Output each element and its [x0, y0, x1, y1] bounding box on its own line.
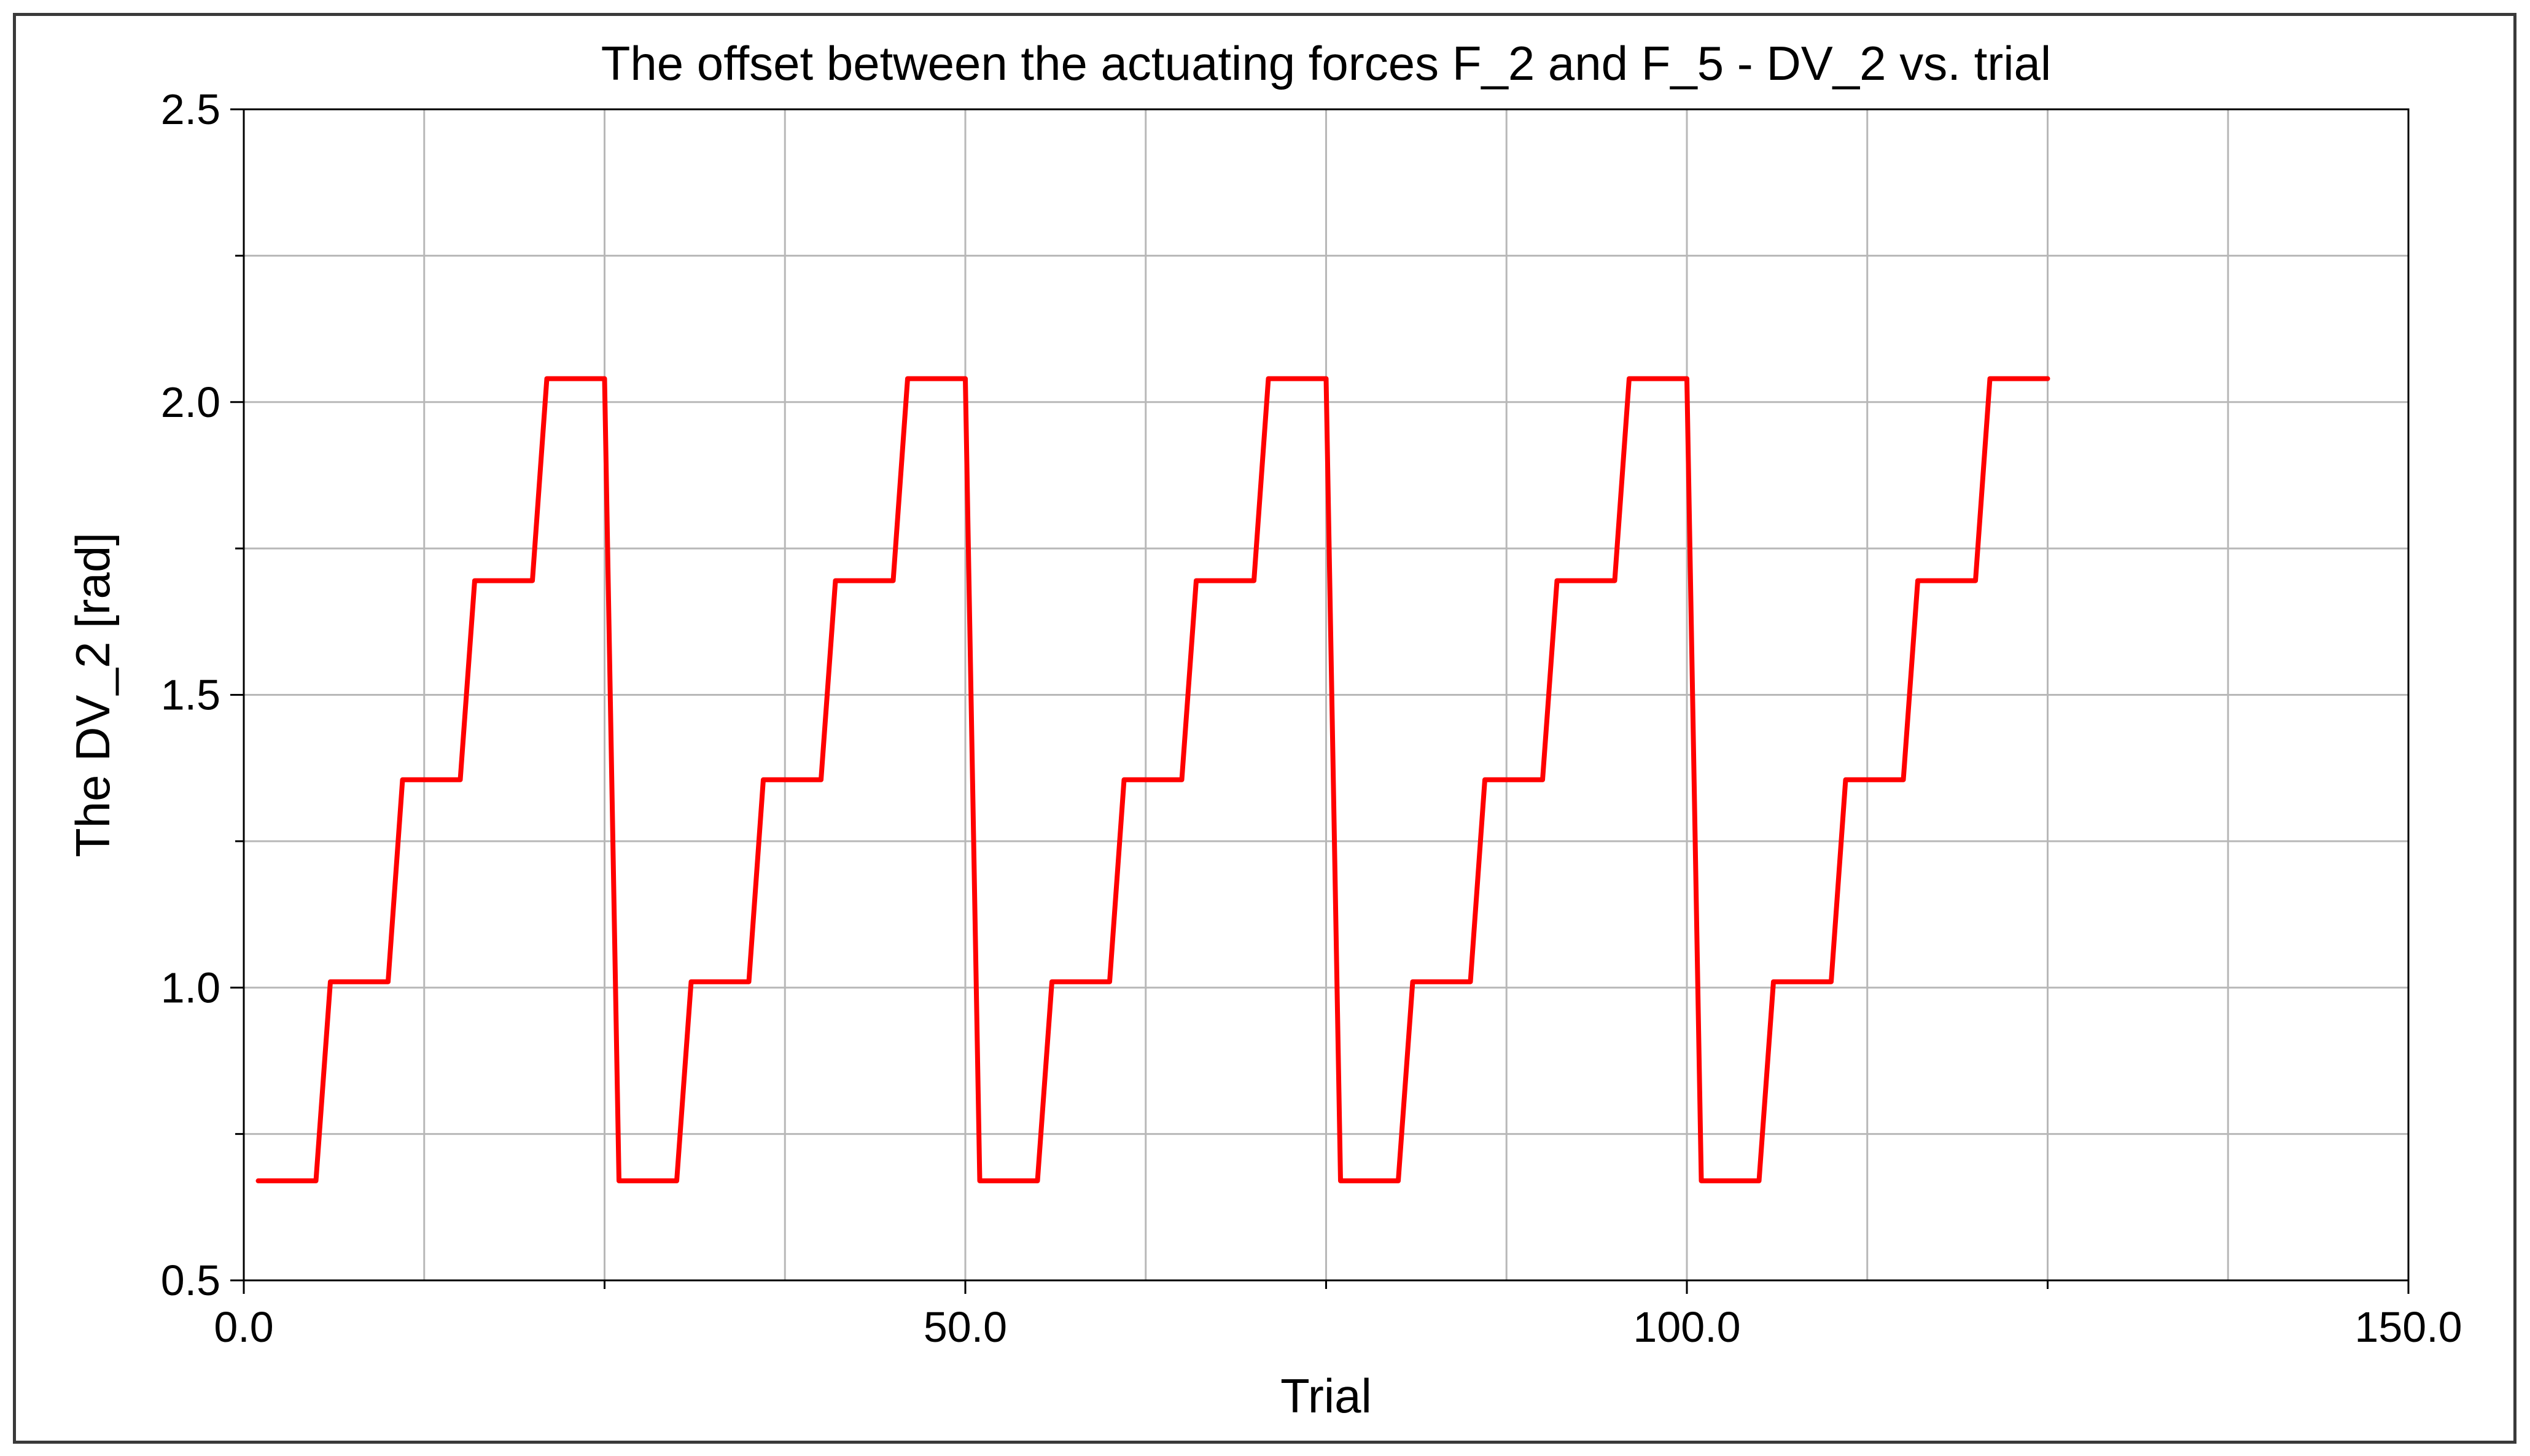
x-tick-label: 0.0 — [214, 1303, 273, 1351]
x-tick-label: 150.0 — [2354, 1303, 2462, 1351]
x-tick-label: 100.0 — [1633, 1303, 1740, 1351]
y-axis-title: The DV_2 [rad] — [66, 532, 120, 857]
chart-title: The offset between the actuating forces … — [601, 36, 2052, 90]
y-tick-label: 2.0 — [161, 378, 220, 426]
y-tick-label: 1.5 — [161, 671, 220, 719]
x-tick-label: 50.0 — [924, 1303, 1007, 1351]
y-tick-label: 2.5 — [161, 85, 220, 133]
axes: 0.5 1.0 1.5 2.0 2.5 0.0 50.0 100.0 150.0 — [161, 85, 2462, 1351]
labels: The offset between the actuating forces … — [66, 36, 2051, 1423]
y-tick-label: 1.0 — [161, 964, 220, 1011]
y-tick-label: 0.5 — [161, 1256, 220, 1304]
chart-frame — [13, 13, 2516, 1444]
series-layer — [255, 376, 2050, 1183]
x-axis-title: Trial — [1280, 1369, 1372, 1423]
grid — [244, 109, 2408, 1280]
series-line — [255, 376, 2050, 1183]
